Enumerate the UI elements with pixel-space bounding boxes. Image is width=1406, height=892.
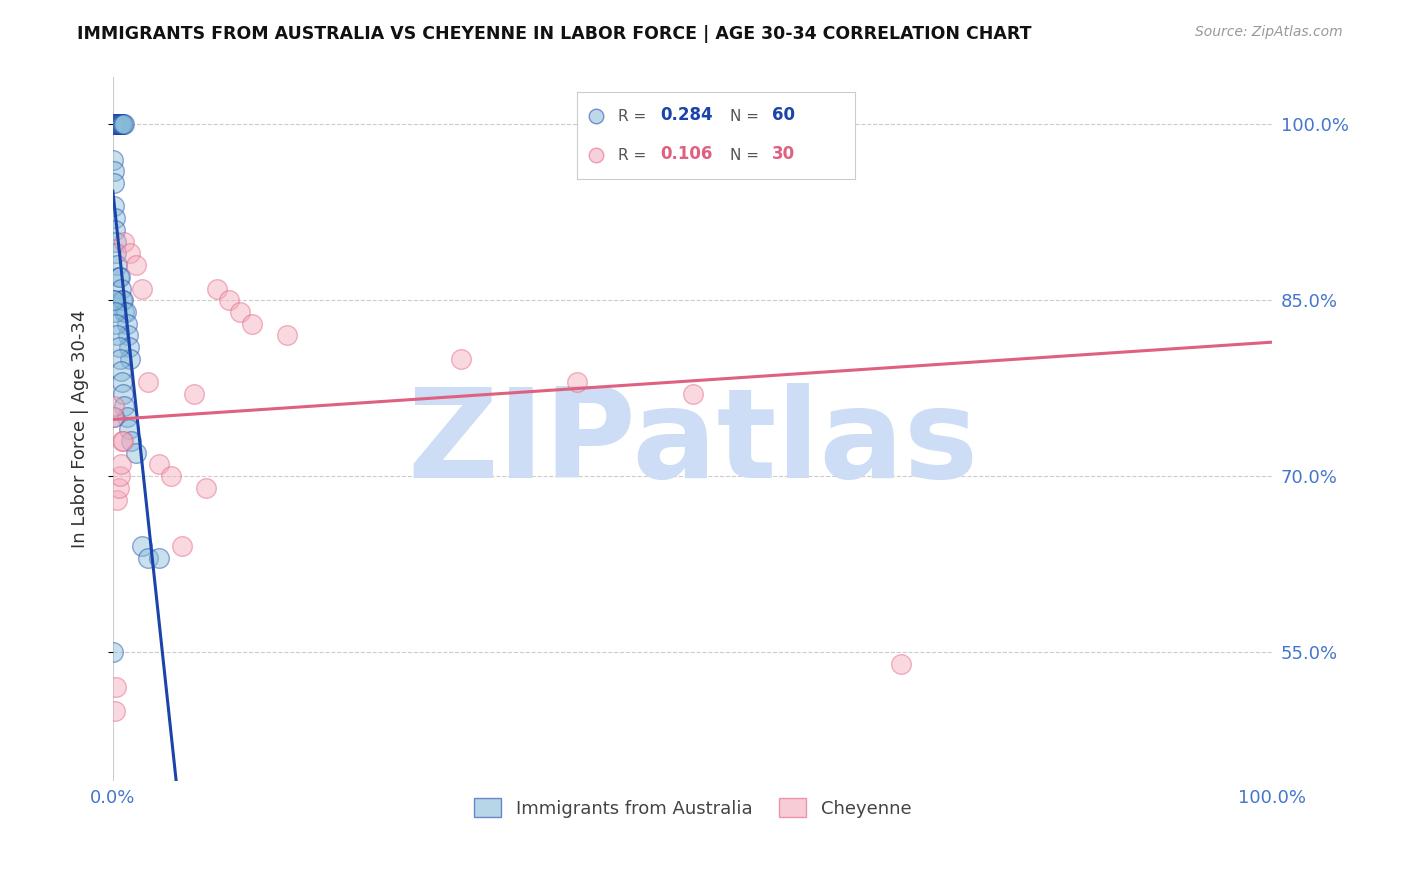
- Point: [114, 305, 136, 319]
- Point: [111, 117, 134, 131]
- Point: [104, 211, 127, 226]
- Point: [104, 117, 127, 131]
- Point: [276, 328, 298, 343]
- Point: [108, 469, 131, 483]
- Point: [682, 387, 704, 401]
- Point: [110, 117, 132, 131]
- Point: [160, 469, 183, 483]
- Point: [111, 376, 134, 390]
- Point: [103, 199, 125, 213]
- Point: [110, 117, 132, 131]
- Point: [118, 340, 141, 354]
- Point: [107, 328, 129, 343]
- Point: [205, 281, 228, 295]
- Point: [107, 258, 129, 272]
- Text: Source: ZipAtlas.com: Source: ZipAtlas.com: [1195, 25, 1343, 39]
- Point: [120, 246, 142, 260]
- Y-axis label: In Labor Force | Age 30-34: In Labor Force | Age 30-34: [72, 310, 89, 549]
- Point: [107, 269, 129, 284]
- Point: [229, 305, 252, 319]
- Text: ZIPatlas: ZIPatlas: [408, 383, 979, 504]
- Text: IMMIGRANTS FROM AUSTRALIA VS CHEYENNE IN LABOR FORCE | AGE 30-34 CORRELATION CHA: IMMIGRANTS FROM AUSTRALIA VS CHEYENNE IN…: [77, 25, 1032, 43]
- Point: [565, 376, 588, 390]
- Point: [115, 317, 138, 331]
- Point: [112, 387, 135, 401]
- Point: [105, 117, 128, 131]
- Point: [218, 293, 240, 308]
- Point: [172, 540, 194, 554]
- Point: [108, 117, 131, 131]
- Point: [105, 235, 128, 249]
- Point: [136, 551, 159, 566]
- Point: [103, 176, 125, 190]
- Point: [131, 281, 153, 295]
- Point: [194, 481, 217, 495]
- Point: [114, 399, 136, 413]
- Point: [107, 117, 129, 131]
- Point: [114, 117, 136, 131]
- Point: [450, 351, 472, 366]
- Point: [108, 269, 131, 284]
- Point: [107, 117, 129, 131]
- Point: [105, 317, 128, 331]
- Point: [103, 117, 125, 131]
- Point: [101, 293, 124, 308]
- Point: [104, 117, 127, 131]
- Point: [120, 434, 142, 448]
- Point: [105, 246, 128, 260]
- Point: [125, 258, 148, 272]
- Point: [107, 481, 129, 495]
- Point: [148, 551, 170, 566]
- Point: [101, 117, 124, 131]
- Point: [110, 458, 132, 472]
- Point: [114, 305, 136, 319]
- Point: [104, 223, 127, 237]
- Legend: Immigrants from Australia, Cheyenne: Immigrants from Australia, Cheyenne: [467, 791, 918, 825]
- Point: [117, 328, 139, 343]
- Point: [103, 117, 125, 131]
- Point: [114, 235, 136, 249]
- Point: [111, 293, 134, 308]
- Point: [103, 293, 125, 308]
- Point: [103, 164, 125, 178]
- Point: [105, 117, 128, 131]
- Point: [131, 540, 153, 554]
- Point: [104, 704, 127, 718]
- Point: [107, 117, 129, 131]
- Point: [101, 153, 124, 167]
- Point: [183, 387, 205, 401]
- Point: [101, 645, 124, 659]
- Point: [110, 281, 132, 295]
- Point: [118, 422, 141, 436]
- Point: [111, 434, 134, 448]
- Point: [112, 434, 135, 448]
- Point: [107, 492, 129, 507]
- Point: [125, 445, 148, 459]
- Point: [107, 117, 129, 131]
- Point: [103, 399, 125, 413]
- Point: [108, 351, 131, 366]
- Point: [101, 410, 124, 425]
- Point: [120, 351, 142, 366]
- Point: [111, 117, 134, 131]
- Point: [148, 458, 170, 472]
- Point: [110, 363, 132, 377]
- Point: [107, 340, 129, 354]
- Point: [115, 410, 138, 425]
- Point: [104, 305, 127, 319]
- Point: [112, 117, 135, 131]
- Point: [103, 410, 125, 425]
- Point: [104, 117, 127, 131]
- Point: [890, 657, 912, 671]
- Point: [797, 117, 820, 131]
- Point: [105, 680, 128, 694]
- Point: [240, 317, 263, 331]
- Point: [108, 117, 131, 131]
- Point: [136, 376, 159, 390]
- Point: [112, 293, 135, 308]
